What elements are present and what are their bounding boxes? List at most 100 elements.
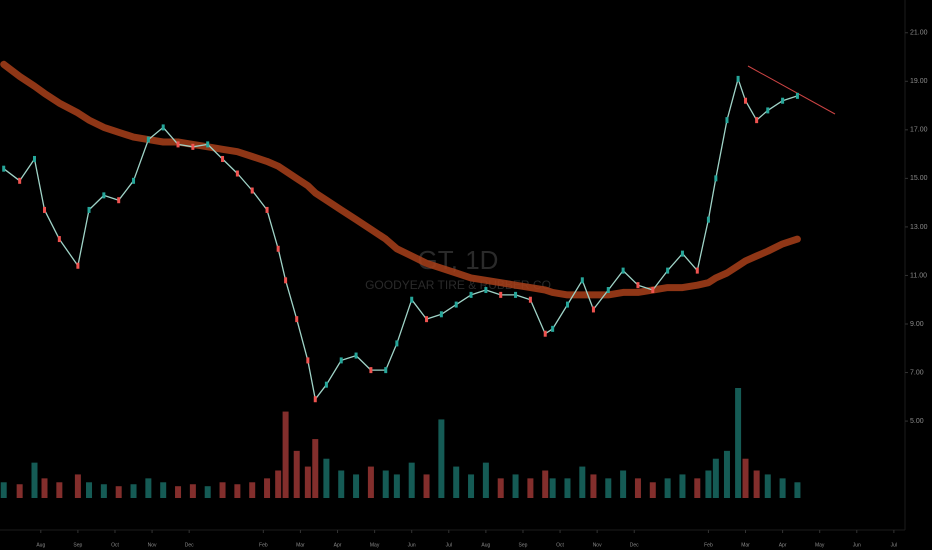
price-point: [425, 316, 429, 323]
price-point: [651, 287, 655, 294]
price-point: [543, 330, 547, 337]
watermark-symbol: GT, 1D: [418, 245, 499, 275]
volume-bar: [323, 458, 330, 498]
price-point: [369, 367, 373, 374]
x-tick-label: Sep: [519, 542, 528, 548]
price-point: [565, 301, 569, 308]
price-point: [580, 277, 584, 284]
x-tick-label: Aug: [36, 542, 45, 548]
price-point: [235, 170, 239, 177]
y-tick-label: 9.00: [910, 321, 924, 328]
x-tick-label: Aug: [481, 542, 490, 548]
x-tick-label: Feb: [259, 542, 268, 548]
price-point: [32, 155, 36, 162]
y-tick-label: 11.00: [910, 272, 927, 279]
moving-average: [0, 60, 801, 299]
y-tick-label: 5.00: [910, 418, 924, 425]
price-point: [395, 340, 399, 347]
x-tick-label: Feb: [704, 542, 713, 548]
x-tick-label: Oct: [111, 542, 119, 548]
volume-bar: [382, 470, 389, 498]
price-point: [339, 357, 343, 364]
price-point: [221, 155, 225, 162]
volume-bar: [175, 486, 182, 498]
price-point: [666, 267, 670, 274]
volume-bar: [527, 478, 534, 498]
volume-bar: [312, 439, 319, 498]
volume-bar: [590, 474, 597, 498]
price-point: [781, 97, 785, 104]
price-point: [439, 311, 443, 318]
volume-bar: [753, 470, 760, 498]
volume-bar: [735, 388, 742, 498]
price-point: [766, 107, 770, 114]
volume-bar: [468, 474, 475, 498]
volume-bar: [249, 482, 256, 498]
volume-bar: [549, 478, 556, 498]
price-point: [18, 177, 22, 184]
price-point: [117, 197, 121, 204]
price-point: [469, 291, 473, 298]
price-point: [499, 291, 503, 298]
y-tick-label: 19.00: [910, 78, 928, 85]
price-point: [725, 117, 729, 124]
x-tick-label: Oct: [556, 542, 564, 548]
y-tick-label: 7.00: [910, 369, 924, 376]
volume-bar: [204, 486, 211, 498]
price-point: [265, 206, 269, 213]
price-point: [76, 262, 80, 269]
x-tick-label: Apr: [334, 542, 342, 548]
volume-bar: [764, 474, 771, 498]
volume-bar: [130, 484, 137, 498]
price-point: [313, 396, 317, 403]
volume-bar: [679, 474, 686, 498]
volume-bar: [794, 482, 801, 498]
price-point: [43, 206, 47, 213]
volume-bar: [367, 466, 374, 498]
volume-bar: [723, 450, 730, 498]
price-point: [250, 187, 254, 194]
volume-bar: [56, 482, 63, 498]
volume-bar: [234, 484, 241, 498]
trend-line: [747, 65, 836, 115]
price-point: [621, 267, 625, 274]
x-tick-label: May: [815, 542, 825, 548]
y-tick-label: 13.00: [910, 224, 928, 231]
volume-bar: [86, 482, 93, 498]
price-point: [636, 282, 640, 289]
volume-bar: [160, 482, 167, 498]
volume-bar: [664, 478, 671, 498]
x-tick-label: Jun: [408, 542, 416, 548]
x-tick-label: Nov: [148, 542, 157, 548]
volume-bar: [275, 470, 282, 498]
volume-bar: [497, 478, 504, 498]
x-tick-label: Mar: [741, 542, 750, 548]
volume-bar: [304, 466, 311, 498]
price-point: [706, 216, 710, 223]
volume-bar: [512, 474, 519, 498]
volume-bar: [564, 478, 571, 498]
y-tick-label: 21.00: [910, 30, 928, 37]
price-point: [795, 92, 799, 99]
price-point: [714, 175, 718, 182]
volume-bar: [742, 458, 749, 498]
volume-bar: [31, 462, 38, 498]
price-point: [206, 141, 210, 148]
x-tick-label: Apr: [779, 542, 787, 548]
volume-bar: [16, 484, 23, 498]
price-point: [284, 277, 288, 284]
volume-bar: [393, 474, 400, 498]
volume-bar: [634, 478, 641, 498]
price-point: [276, 245, 280, 252]
y-tick-label: 17.00: [910, 127, 928, 134]
volume-bar: [0, 482, 7, 498]
price-point: [384, 367, 388, 374]
price-line: [3, 78, 799, 400]
price-point: [454, 301, 458, 308]
x-tick-label: Sep: [73, 542, 82, 548]
price-point: [132, 177, 136, 184]
y-tick-label: 15.00: [910, 175, 928, 182]
price-point: [755, 117, 759, 124]
price-point: [87, 206, 91, 213]
price-point: [354, 352, 358, 359]
